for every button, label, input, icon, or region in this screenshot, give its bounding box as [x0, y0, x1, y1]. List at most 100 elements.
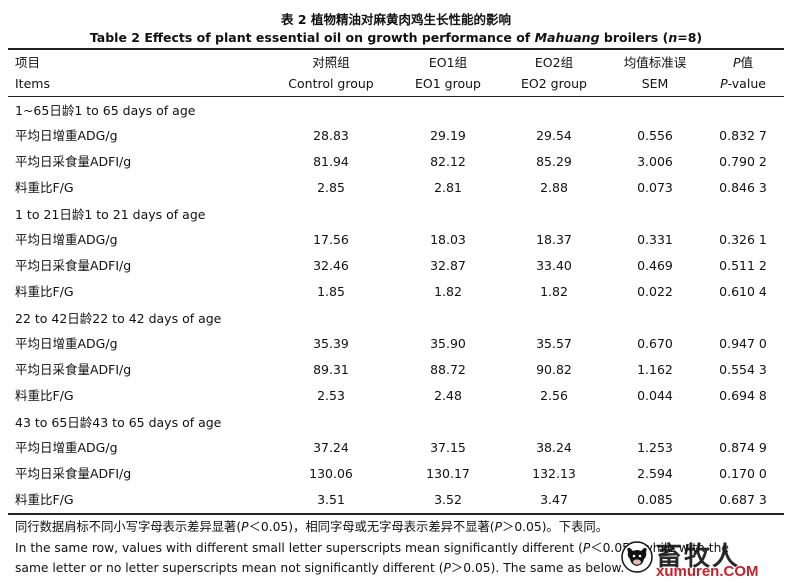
cell-eo1: 3.52 [434, 492, 462, 507]
header-item-en: Items [15, 76, 50, 91]
cell-control: 35.39 [313, 336, 349, 351]
cell-p: 0.687 3 [719, 492, 767, 507]
header-control-en: Control group [288, 76, 374, 91]
footnote-cn-p1: P [241, 520, 249, 534]
cell-control: 32.46 [313, 258, 349, 273]
cow-logo-icon [621, 541, 653, 573]
header-item-cn: 项目 [15, 55, 41, 70]
watermark: 畜牧人 xumuren.COM [620, 536, 790, 580]
section-label: 22 to 42日龄22 to 42 days of age [15, 311, 222, 326]
cell-eo2: 1.82 [540, 284, 568, 299]
cell-p: 0.610 4 [719, 284, 767, 299]
cell-eo2: 35.57 [536, 336, 572, 351]
cell-control: 2.85 [317, 180, 345, 195]
header-p-cn-text: 值 [740, 55, 754, 70]
footnote-en2-a: same letter or no letter superscripts me… [15, 561, 444, 575]
cell-control: 1.85 [317, 284, 345, 299]
row-item: 平均日采食量ADFI/g [15, 466, 132, 481]
cell-eo2: 2.56 [540, 388, 568, 403]
cell-eo1: 1.82 [434, 284, 462, 299]
cell-eo1: 2.48 [434, 388, 462, 403]
cell-sem: 0.670 [637, 336, 673, 351]
cell-control: 17.56 [313, 232, 349, 247]
cell-eo1: 32.87 [430, 258, 466, 273]
footnote-cn-p2: P [494, 520, 503, 534]
cell-sem: 0.556 [637, 128, 673, 143]
header-eo1-cn: EO1组 [428, 55, 468, 70]
watermark-en: xumuren.COM [656, 563, 759, 580]
cell-p: 0.874 9 [719, 440, 767, 455]
header-rule [8, 96, 784, 97]
section-label: 1 to 21日龄1 to 21 days of age [15, 207, 206, 222]
cell-control: 28.83 [313, 128, 349, 143]
cell-eo1: 130.17 [426, 466, 470, 481]
cell-control: 3.51 [317, 492, 345, 507]
footnote-en2-p: P [443, 561, 451, 575]
header-control-cn: 对照组 [312, 55, 350, 70]
title-en-suffix: =8) [677, 30, 703, 45]
cell-eo1: 35.90 [430, 336, 466, 351]
header-p-en-text: -value [727, 76, 766, 91]
cell-sem: 0.022 [637, 284, 673, 299]
table-title-en: Table 2 Effects of plant essential oil o… [0, 30, 792, 45]
table-title-cn: 表 2 植物精油对麻黄肉鸡生长性能的影响 [281, 12, 511, 27]
cell-eo1: 18.03 [430, 232, 466, 247]
cell-eo2: 85.29 [536, 154, 572, 169]
cell-p: 0.832 7 [719, 128, 767, 143]
footnote-cn: 同行数据肩标不同小写字母表示差异显著(P＜0.05)，相同字母或无字母表示差异不… [15, 519, 608, 535]
footnote-en-line2: same letter or no letter superscripts me… [15, 560, 624, 576]
footnote-en1-a: In the same row, values with different s… [15, 541, 583, 555]
cell-p: 0.554 3 [719, 362, 767, 377]
cell-p: 0.511 2 [719, 258, 767, 273]
cell-eo2: 90.82 [536, 362, 572, 377]
cell-sem: 0.331 [637, 232, 673, 247]
row-item: 平均日增重ADG/g [15, 336, 118, 351]
cell-control: 89.31 [313, 362, 349, 377]
cell-control: 37.24 [313, 440, 349, 455]
footnote-cn-b: ＜0.05)，相同字母或无字母表示差异不显著( [248, 520, 495, 534]
cell-eo2: 2.88 [540, 180, 568, 195]
cell-p: 0.326 1 [719, 232, 767, 247]
row-item: 料重比F/G [15, 284, 74, 299]
cell-control: 130.06 [309, 466, 353, 481]
cell-eo2: 132.13 [532, 466, 576, 481]
row-item: 料重比F/G [15, 388, 74, 403]
cell-sem: 1.253 [637, 440, 673, 455]
cell-sem: 0.044 [637, 388, 673, 403]
header-p-en: P-value [683, 76, 792, 92]
cell-sem: 1.162 [637, 362, 673, 377]
footnote-en1-p: P [582, 541, 591, 555]
header-eo1-en: EO1 group [415, 76, 481, 91]
cell-control: 81.94 [313, 154, 349, 169]
cell-sem: 0.073 [637, 180, 673, 195]
title-en-italic: Mahuang [534, 30, 600, 45]
title-en-prefix: Table 2 Effects of plant essential oil o… [89, 30, 535, 45]
header-sem-en: SEM [641, 76, 669, 91]
header-sem-cn: 均值标准误 [623, 55, 687, 70]
title-en-n: n [668, 30, 678, 45]
cell-p: 0.694 8 [719, 388, 767, 403]
row-item: 平均日增重ADG/g [15, 440, 118, 455]
top-rule [8, 48, 784, 50]
row-item: 料重比F/G [15, 180, 74, 195]
footnote-en2-b: ＞0.05). The same as below. [450, 561, 625, 575]
header-p-en-italic: P [720, 76, 728, 91]
cell-control: 2.53 [317, 388, 345, 403]
section-label: 1~65日龄1 to 65 days of age [15, 103, 196, 118]
section-label: 43 to 65日龄43 to 65 days of age [15, 415, 222, 430]
bottom-rule [8, 513, 784, 515]
row-item: 平均日采食量ADFI/g [15, 258, 132, 273]
cell-eo2: 3.47 [540, 492, 568, 507]
cell-p: 0.790 2 [719, 154, 767, 169]
cell-p: 0.170 0 [719, 466, 767, 481]
cell-eo2: 29.54 [536, 128, 572, 143]
cell-eo2: 38.24 [536, 440, 572, 455]
cell-eo2: 33.40 [536, 258, 572, 273]
row-item: 平均日增重ADG/g [15, 128, 118, 143]
header-eo2-en: EO2 group [521, 76, 587, 91]
row-item: 平均日采食量ADFI/g [15, 154, 132, 169]
cell-eo2: 18.37 [536, 232, 572, 247]
cell-sem: 0.469 [637, 258, 673, 273]
header-p-cn-italic: P [732, 55, 741, 70]
footnote-cn-c: ＞0.05)。下表同。 [502, 520, 608, 534]
